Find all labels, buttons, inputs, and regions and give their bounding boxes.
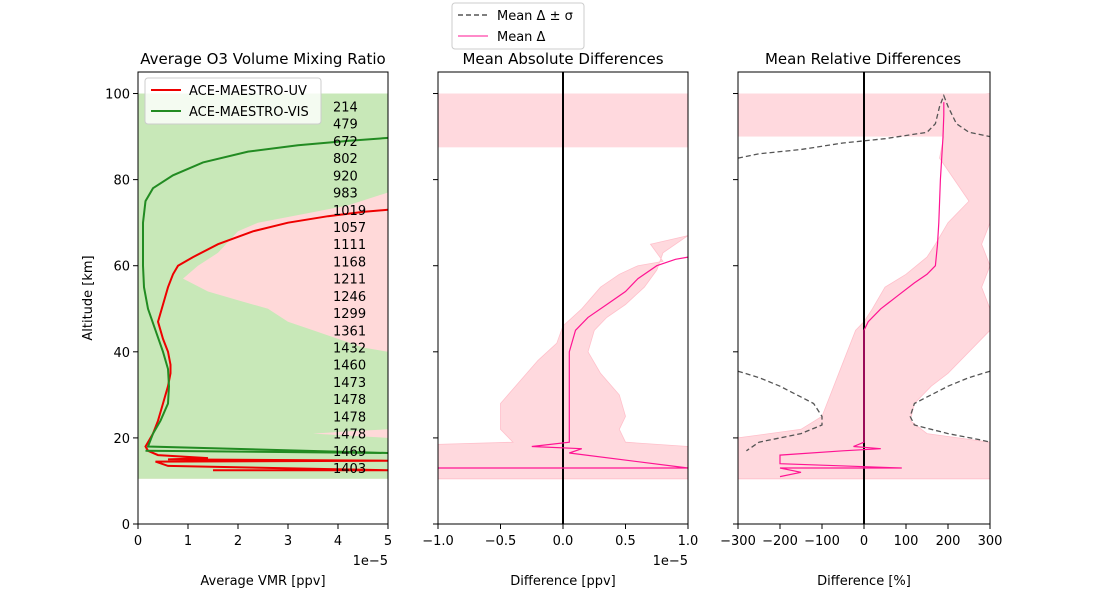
count-label: 479 bbox=[333, 118, 358, 133]
count-label: 214 bbox=[333, 100, 358, 115]
x-tick-label: −200 bbox=[762, 534, 798, 549]
series-line-1-1 bbox=[737, 370, 823, 452]
legend-label-vis: ACE-MAESTRO-VIS bbox=[189, 105, 309, 120]
x-tick-label: 0.0 bbox=[553, 534, 574, 549]
count-label: 1246 bbox=[333, 290, 366, 305]
x-tick-label: 5 bbox=[384, 534, 392, 549]
y-tick-label: 100 bbox=[105, 88, 130, 103]
y-tick-label: 40 bbox=[113, 346, 130, 361]
count-label: 1168 bbox=[333, 255, 366, 270]
panel-rel-title: Mean Relative Differences bbox=[765, 50, 961, 68]
series-line-0-0 bbox=[144, 208, 389, 472]
legend-label-uv: ACE-MAESTRO-UV bbox=[189, 84, 307, 99]
count-label: 1478 bbox=[333, 410, 366, 425]
series-line-0-0 bbox=[779, 102, 945, 478]
vis-coverage-band bbox=[138, 93, 388, 479]
panel-abs-frame bbox=[437, 71, 689, 525]
panel-vmr-legend: ACE-MAESTRO-UV ACE-MAESTRO-VIS bbox=[144, 77, 322, 125]
x-tick-label: −100 bbox=[804, 534, 840, 549]
count-label: 1361 bbox=[333, 324, 366, 339]
figure-legend: Mean Δ ± σ Mean Δ bbox=[451, 2, 585, 50]
panel-abs-x-multiplier: 1e−5 bbox=[653, 554, 688, 569]
legend-label-mean-delta: Mean Δ bbox=[497, 30, 546, 45]
y-tick-label: 0 bbox=[122, 518, 130, 533]
count-label: 1432 bbox=[333, 342, 366, 357]
legend-label-mean-delta-sigma: Mean Δ ± σ bbox=[497, 9, 573, 24]
count-label: 1403 bbox=[333, 462, 366, 477]
count-label: 1057 bbox=[333, 221, 366, 236]
series-line-1-0 bbox=[737, 93, 991, 159]
count-label: 802 bbox=[333, 152, 358, 167]
x-tick-label: 3 bbox=[284, 534, 292, 549]
x-tick-label: 1 bbox=[184, 534, 192, 549]
count-label: 1299 bbox=[333, 307, 366, 322]
panel-rel-xlabel: Difference [%] bbox=[817, 574, 911, 589]
count-label: 920 bbox=[333, 169, 358, 184]
x-tick-label: 0.5 bbox=[615, 534, 636, 549]
panel-rel-frame bbox=[737, 71, 991, 525]
panel-vmr-title: Average O3 Volume Mixing Ratio bbox=[140, 50, 386, 68]
x-tick-label: −1.0 bbox=[422, 534, 454, 549]
series-line-1-0 bbox=[142, 136, 389, 454]
panel-vmr: Average O3 Volume Mixing Ratio 214479672… bbox=[81, 50, 392, 589]
x-tick-label: 2 bbox=[234, 534, 242, 549]
panel-vmr-frame bbox=[137, 71, 389, 525]
x-tick-label: 4 bbox=[334, 534, 342, 549]
count-label: 1478 bbox=[333, 428, 366, 443]
x-tick-label: 100 bbox=[894, 534, 919, 549]
count-label: 1019 bbox=[333, 204, 366, 219]
x-tick-label: −0.5 bbox=[485, 534, 517, 549]
y-tick-label: 60 bbox=[113, 260, 130, 275]
series-line-1-2 bbox=[909, 370, 991, 443]
panel-vmr-ylabel: Altitude [km] bbox=[81, 255, 96, 340]
count-label: 1478 bbox=[333, 393, 366, 408]
panel-rel-diff: Mean Relative Differences −300 −200 −100 0 1… bbox=[720, 50, 1002, 589]
panel-vmr-xlabel: Average VMR [ppv] bbox=[200, 574, 325, 589]
count-label: 1460 bbox=[333, 359, 366, 374]
x-tick-label: 300 bbox=[978, 534, 1003, 549]
x-tick-label: −300 bbox=[720, 534, 756, 549]
count-label: 983 bbox=[333, 187, 358, 202]
panel-vmr-x-multiplier: 1e−5 bbox=[353, 554, 388, 569]
panel-abs-diff: Mean Absolute Differences −1.0 −0.5 0.0 0.5… bbox=[422, 50, 698, 589]
x-tick-label: 200 bbox=[936, 534, 961, 549]
series-line-0-0 bbox=[438, 256, 689, 469]
count-label: 1211 bbox=[333, 273, 366, 288]
y-tick-label: 20 bbox=[113, 432, 130, 447]
y-tick-label: 80 bbox=[113, 174, 130, 189]
count-label: 1469 bbox=[333, 445, 366, 460]
panel-abs-xlabel: Difference [ppv] bbox=[510, 574, 616, 589]
count-label: 1473 bbox=[333, 376, 366, 391]
count-label: 1111 bbox=[333, 238, 366, 253]
x-tick-label: 0 bbox=[860, 534, 868, 549]
x-tick-label: 1.0 bbox=[678, 534, 699, 549]
x-tick-label: 0 bbox=[134, 534, 142, 549]
count-label: 672 bbox=[333, 135, 358, 150]
panel-abs-title: Mean Absolute Differences bbox=[462, 50, 663, 68]
